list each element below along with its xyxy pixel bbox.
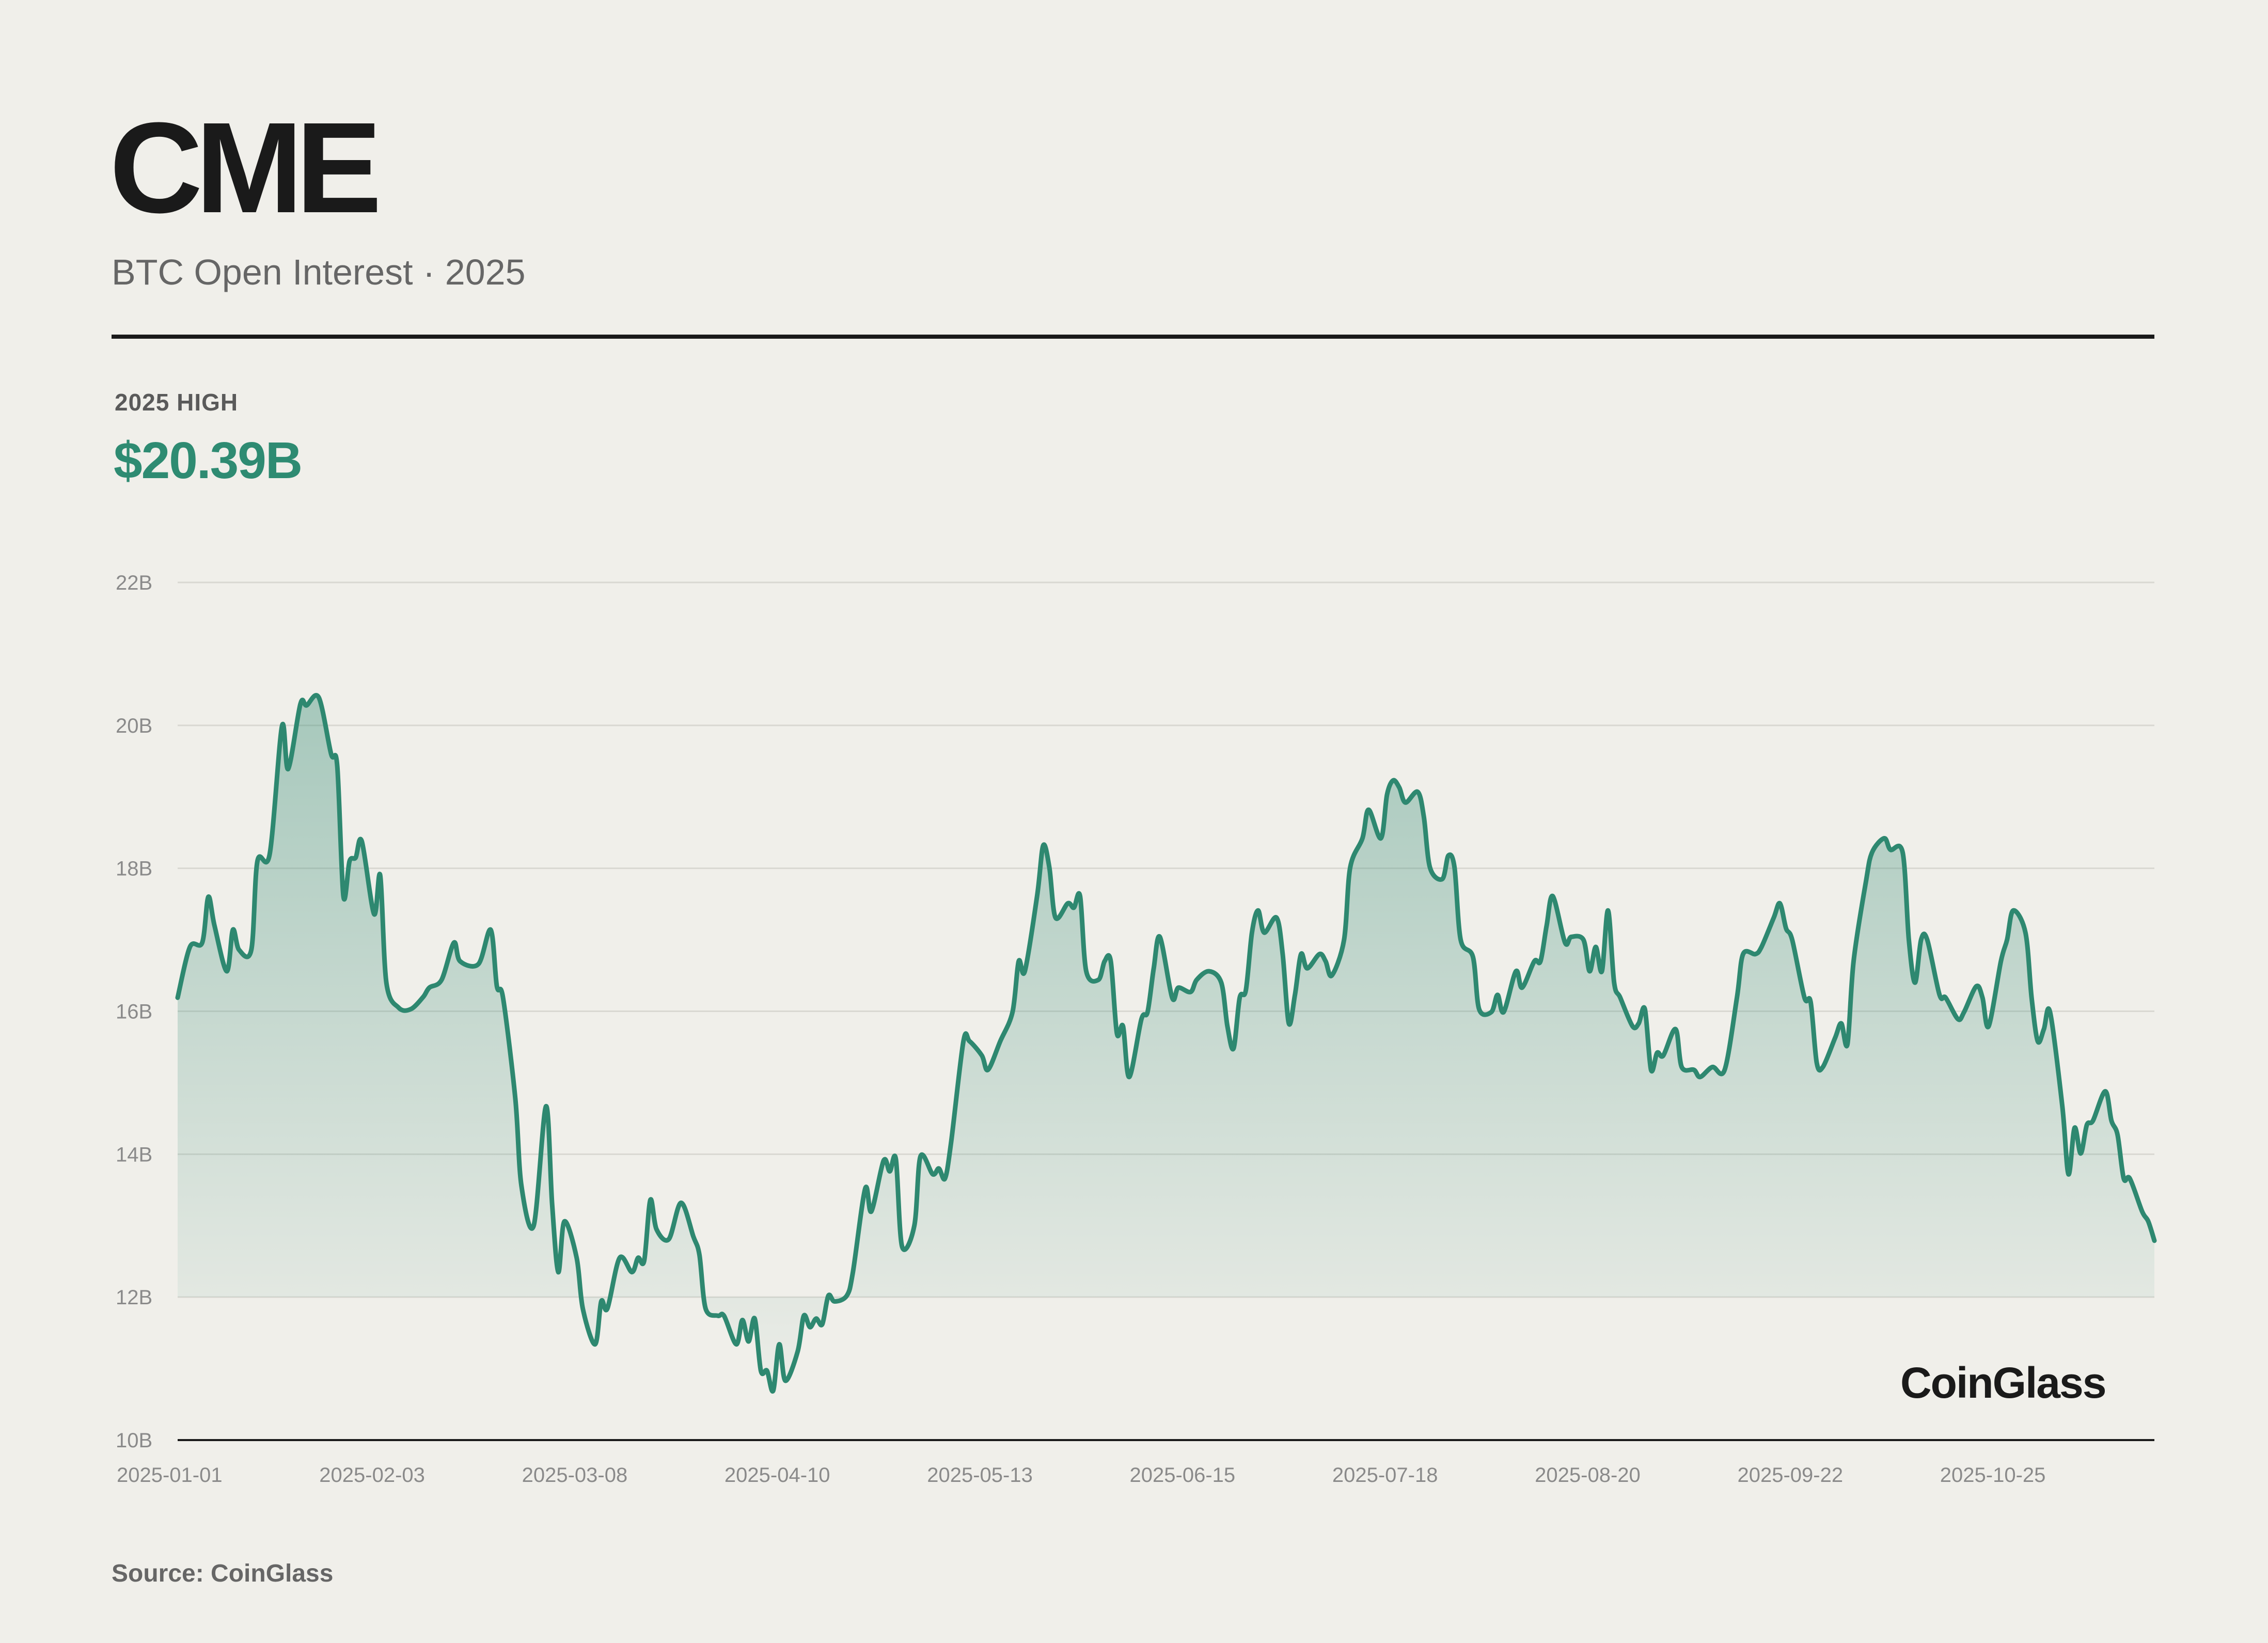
y-tick-label: 18B — [116, 858, 152, 880]
source-note: Source: CoinGlass — [112, 1560, 334, 1587]
series-line — [175, 693, 2157, 1394]
x-tick-label: 2025-10-25 — [1940, 1464, 2046, 1487]
coinglass-logo: CoinGlass — [1900, 1358, 2106, 1407]
page-subtitle: BTC Open Interest · 2025 — [112, 252, 526, 292]
x-tick-label: 2025-09-22 — [1737, 1464, 1843, 1487]
x-tick-label: 2025-03-08 — [522, 1464, 628, 1487]
y-axis: 10B 12B 14B 16B 18B 20B 22B — [116, 572, 152, 1452]
y-tick-label: 10B — [116, 1429, 152, 1452]
y-tick-label: 14B — [116, 1143, 152, 1166]
header-divider — [112, 335, 2154, 339]
y-tick-label: 16B — [116, 1001, 152, 1023]
y-tick-label: 20B — [116, 715, 152, 737]
page-title: CME — [109, 96, 382, 240]
high-label: 2025 HIGH — [115, 389, 239, 416]
x-tick-label: 2025-07-18 — [1332, 1464, 1438, 1487]
y-tick-label: 12B — [116, 1286, 152, 1309]
x-tick-label: 2025-04-10 — [724, 1464, 830, 1487]
high-value: $20.39B — [114, 432, 303, 489]
x-tick-label: 2025-01-01 — [117, 1464, 223, 1487]
x-axis: 2025-01-01 2025-02-03 2025-03-08 2025-04-10… — [117, 1464, 2045, 1487]
x-tick-label: 2025-02-03 — [319, 1464, 425, 1487]
area-fill — [178, 695, 2154, 1392]
x-tick-label: 2025-05-13 — [927, 1464, 1033, 1487]
y-tick-label: 22B — [116, 572, 152, 594]
x-tick-label: 2025-06-15 — [1130, 1464, 1236, 1487]
x-tick-label: 2025-08-20 — [1535, 1464, 1641, 1487]
